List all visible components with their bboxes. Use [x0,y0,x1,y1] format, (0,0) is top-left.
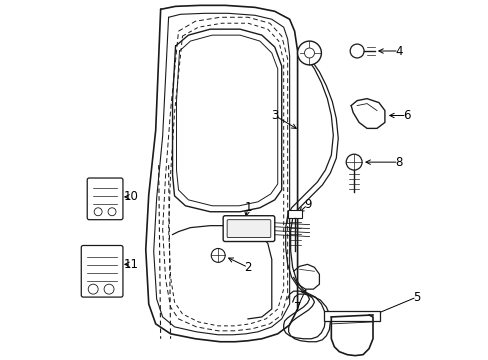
FancyBboxPatch shape [223,216,274,242]
Text: 2: 2 [244,261,251,274]
Text: 7: 7 [293,301,301,314]
Circle shape [94,208,102,216]
Text: 4: 4 [394,45,402,58]
Circle shape [88,284,98,294]
Circle shape [211,248,224,262]
Text: 3: 3 [270,109,278,122]
FancyBboxPatch shape [226,220,270,238]
Text: 6: 6 [402,109,409,122]
Circle shape [346,154,361,170]
Text: 1: 1 [244,201,251,214]
Circle shape [108,208,116,216]
FancyBboxPatch shape [81,246,122,297]
Text: 8: 8 [394,156,402,168]
Bar [324,311,379,321]
Text: 11: 11 [123,258,138,271]
Text: 9: 9 [303,198,311,211]
Bar [287,210,301,218]
Text: 10: 10 [123,190,138,203]
Circle shape [304,48,314,58]
Text: 5: 5 [412,291,420,303]
Circle shape [349,44,364,58]
Circle shape [104,284,114,294]
FancyBboxPatch shape [87,178,122,220]
Circle shape [297,41,321,65]
